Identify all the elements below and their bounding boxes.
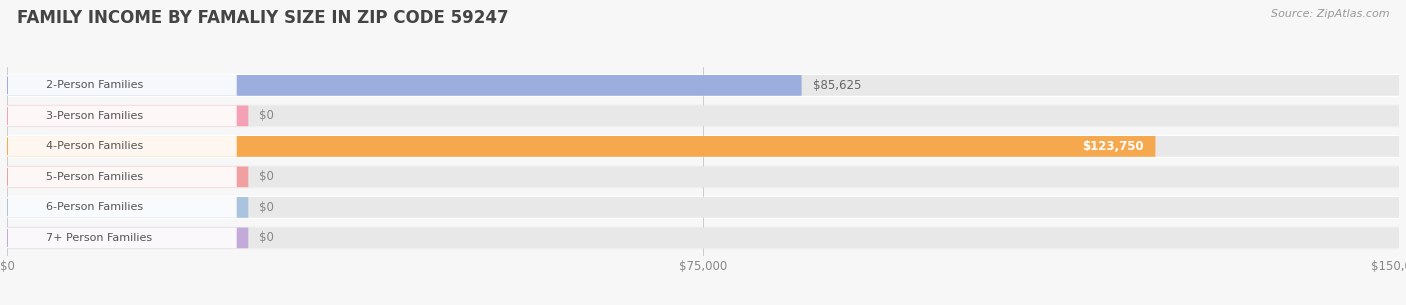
FancyBboxPatch shape: [7, 136, 236, 157]
Text: $123,750: $123,750: [1083, 140, 1144, 153]
Text: Source: ZipAtlas.com: Source: ZipAtlas.com: [1271, 9, 1389, 19]
FancyBboxPatch shape: [7, 75, 801, 96]
FancyBboxPatch shape: [0, 165, 1406, 188]
FancyBboxPatch shape: [0, 104, 1406, 127]
Text: $85,625: $85,625: [813, 79, 860, 92]
Text: $0: $0: [260, 201, 274, 214]
FancyBboxPatch shape: [7, 136, 1399, 157]
FancyBboxPatch shape: [7, 167, 1399, 187]
Text: 4-Person Families: 4-Person Families: [46, 142, 143, 151]
Text: $0: $0: [260, 170, 274, 183]
Text: 3-Person Families: 3-Person Families: [46, 111, 143, 121]
FancyBboxPatch shape: [0, 135, 1406, 158]
FancyBboxPatch shape: [7, 228, 249, 248]
FancyBboxPatch shape: [7, 167, 236, 187]
FancyBboxPatch shape: [7, 106, 236, 126]
Text: FAMILY INCOME BY FAMALIY SIZE IN ZIP CODE 59247: FAMILY INCOME BY FAMALIY SIZE IN ZIP COD…: [17, 9, 509, 27]
Text: $0: $0: [260, 231, 274, 244]
FancyBboxPatch shape: [7, 197, 236, 218]
Text: 7+ Person Families: 7+ Person Families: [46, 233, 152, 243]
FancyBboxPatch shape: [0, 196, 1406, 219]
FancyBboxPatch shape: [7, 197, 249, 218]
FancyBboxPatch shape: [0, 74, 1406, 97]
FancyBboxPatch shape: [7, 106, 249, 126]
FancyBboxPatch shape: [7, 75, 236, 96]
FancyBboxPatch shape: [7, 228, 1399, 248]
FancyBboxPatch shape: [7, 197, 1399, 218]
FancyBboxPatch shape: [7, 75, 1399, 96]
FancyBboxPatch shape: [7, 167, 249, 187]
FancyBboxPatch shape: [7, 136, 1156, 157]
FancyBboxPatch shape: [0, 226, 1406, 249]
FancyBboxPatch shape: [7, 106, 1399, 126]
Text: $0: $0: [260, 109, 274, 122]
Text: 5-Person Families: 5-Person Families: [46, 172, 143, 182]
Text: 6-Person Families: 6-Person Families: [46, 203, 143, 212]
Text: 2-Person Families: 2-Person Families: [46, 81, 143, 90]
FancyBboxPatch shape: [7, 228, 236, 248]
